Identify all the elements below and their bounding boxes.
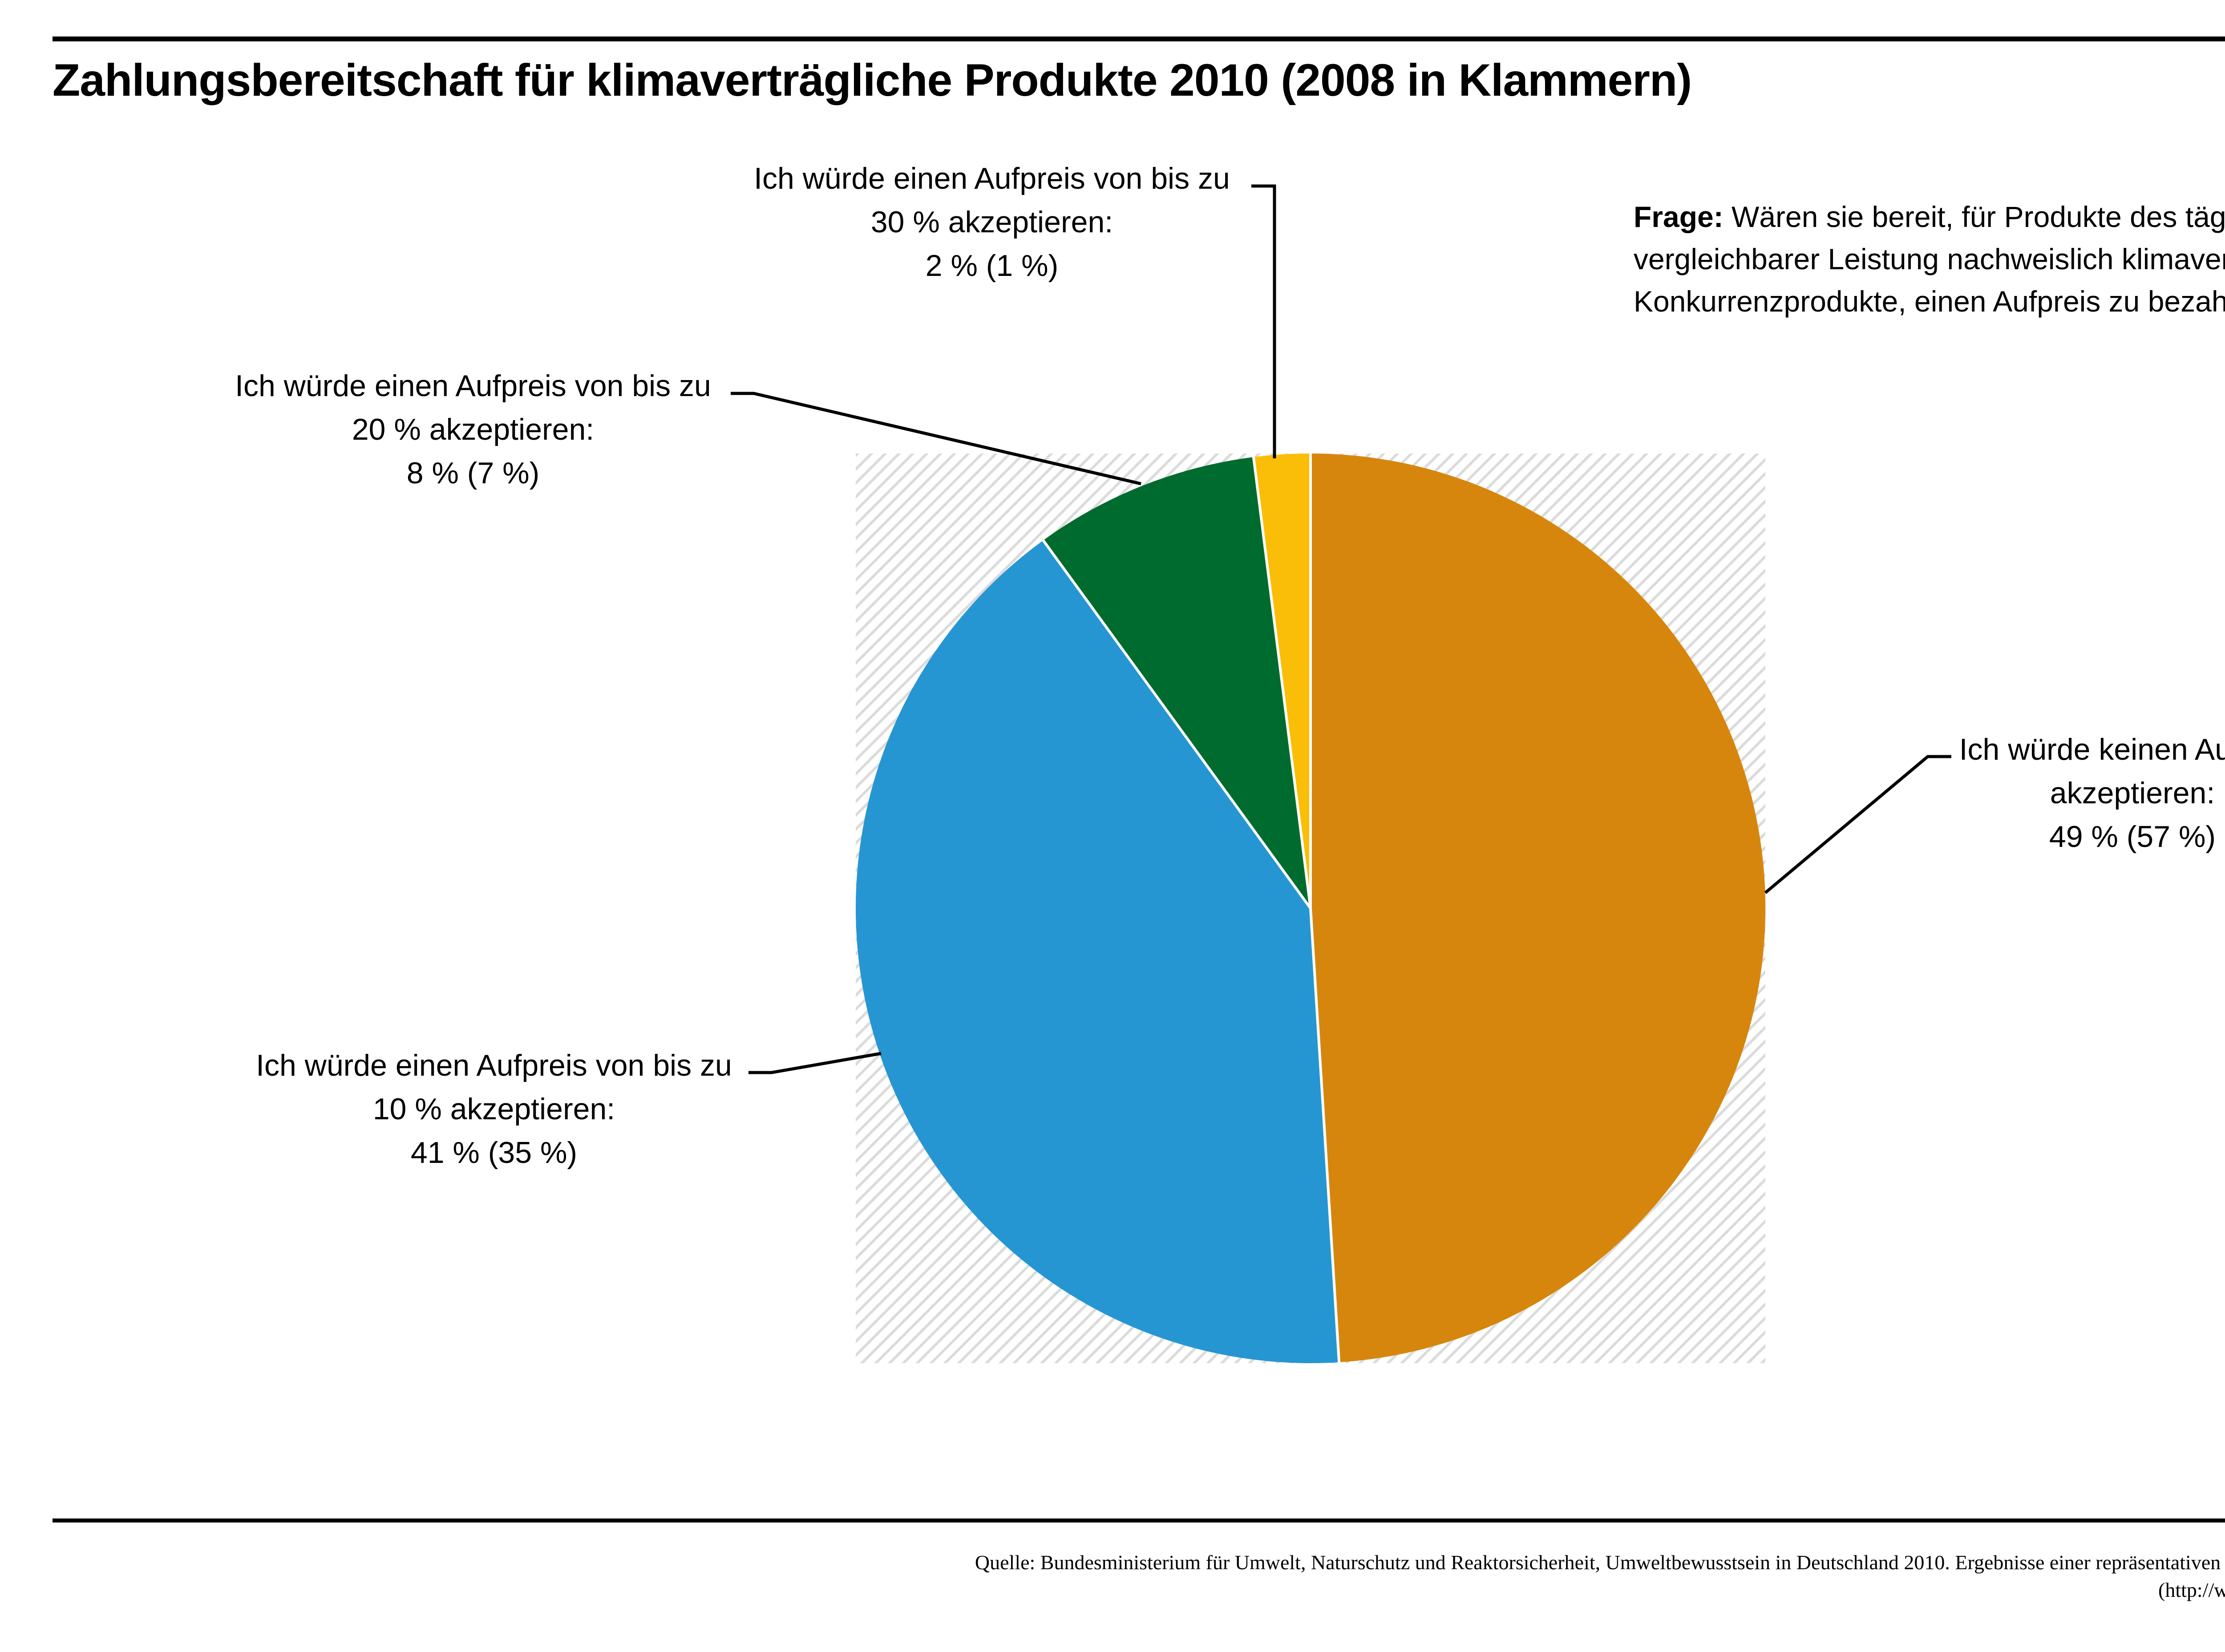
slice-separators: [1042, 453, 1341, 1363]
leader-line-30-percent: [1251, 184, 1276, 458]
slice-label-30-line1: Ich würde einen Aufpreis von bis zu: [754, 162, 1230, 195]
slice-label-10-value: 41 % (35 %): [410, 1136, 578, 1170]
slice-label-no-surcharge: Ich würde keinen Aufpreis akzeptieren: 4…: [1821, 728, 2225, 858]
slice-label-none-line2: akzeptieren:: [2050, 776, 2215, 810]
slice-label-30-line2: 30 % akzeptieren:: [870, 205, 1113, 239]
source-citation: Quelle: Bundesministerium für Umwelt, Na…: [623, 1549, 2225, 1604]
slice-label-10-line2: 10 % akzeptieren:: [372, 1092, 615, 1126]
pie-slice-10-percent: [856, 540, 1339, 1364]
bottom-black-rule: [53, 1518, 2225, 1522]
leader-line-20-percent: [731, 392, 1141, 486]
leader-line-no-surcharge: [1764, 755, 1951, 894]
slice-label-10-line1: Ich würde einen Aufpreis von bis zu: [256, 1049, 732, 1082]
slice-label-30-value: 2 % (1 %): [925, 249, 1059, 283]
leader-line-10-percent: [748, 1052, 882, 1074]
pie-slice-no-surcharge: [1311, 453, 1766, 1362]
slice-label-10-percent: Ich würde einen Aufpreis von bis zu 10 %…: [182, 1044, 805, 1174]
slice-label-none-value: 49 % (57 %): [2049, 820, 2216, 854]
top-black-bar: [53, 36, 2225, 41]
slice-label-20-line1: Ich würde einen Aufpreis von bis zu: [235, 369, 711, 403]
source-line2: (http://www.umweltbundesamt.de/umweltbew…: [2158, 1579, 2225, 1601]
leader-lines: [731, 184, 1951, 1074]
pie-slice-20-percent: [1043, 457, 1311, 908]
question-text: Wären sie bereit, für Produkte des tägli…: [1634, 200, 2225, 318]
slice-label-30-percent: Ich würde einen Aufpreis von bis zu 30 %…: [680, 157, 1303, 287]
slice-label-20-line2: 20 % akzeptieren:: [352, 413, 595, 446]
page-title: Zahlungsbereitschaft für klimaverträglic…: [53, 55, 1692, 105]
source-line1: Quelle: Bundesministerium für Umwelt, Na…: [975, 1551, 2225, 1574]
slice-label-20-value: 8 % (7 %): [406, 456, 540, 490]
survey-question: Frage: Wären sie bereit, für Produkte de…: [1634, 196, 2225, 323]
question-label: Frage:: [1634, 200, 1723, 233]
slice-label-20-percent: Ich würde einen Aufpreis von bis zu 20 %…: [162, 364, 785, 495]
slice-label-none-line1: Ich würde keinen Aufpreis: [1959, 733, 2225, 766]
